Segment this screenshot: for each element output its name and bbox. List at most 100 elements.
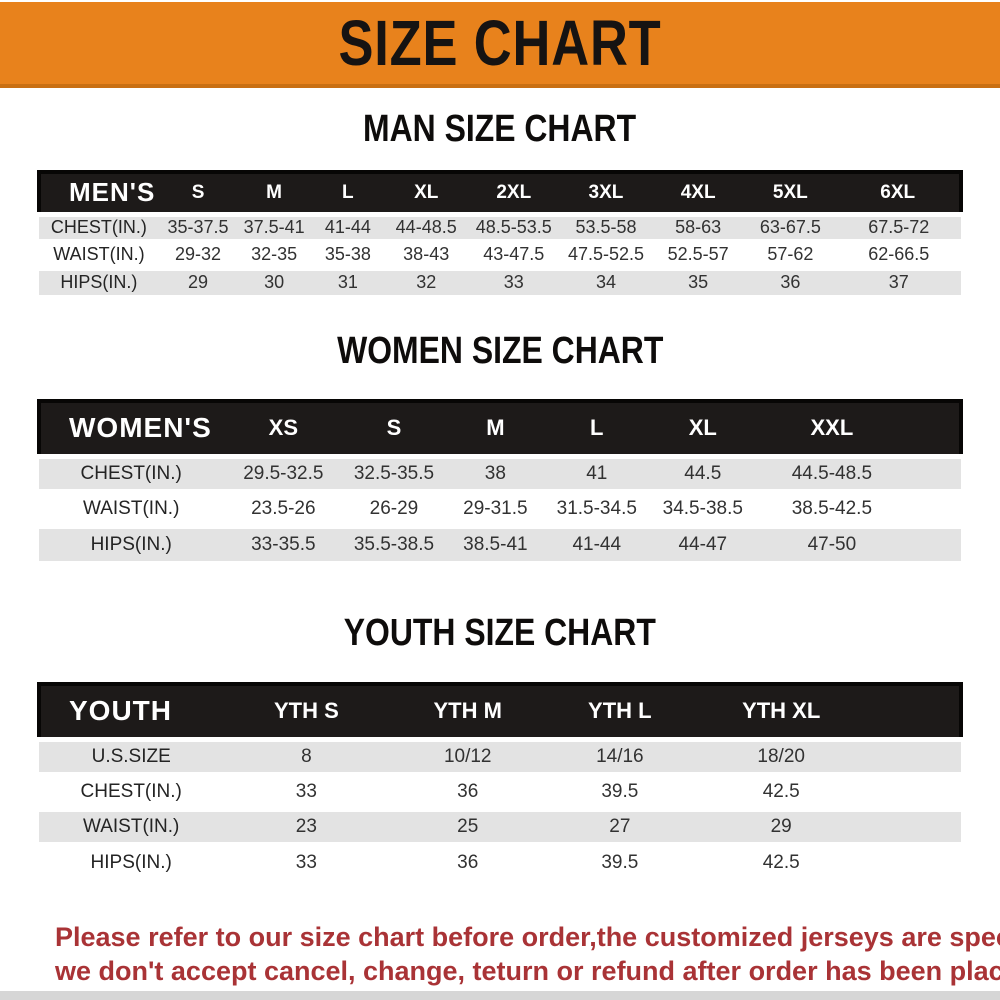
youth-header-cell: YTH L bbox=[546, 682, 694, 741]
size-value-cell: 36 bbox=[744, 265, 837, 295]
size-value-cell: 33 bbox=[223, 841, 390, 879]
women-header-cell: WOMEN'S bbox=[36, 399, 224, 458]
filler-cell bbox=[905, 523, 961, 561]
men-hips-row: HIPS(IN.) 29 30 31 32 33 34 35 36 37 bbox=[39, 265, 961, 295]
size-value-cell: 30 bbox=[237, 265, 311, 295]
youth-ussize-row: U.S.SIZE 8 10/12 14/16 18/20 bbox=[39, 736, 961, 774]
men-header-cell: 6XL bbox=[836, 170, 963, 216]
row-label-cell: HIPS(IN.) bbox=[39, 841, 224, 879]
men-header-row: MEN'S S M L XL 2XL 3XL 4XL 5XL 6XL bbox=[37, 170, 963, 216]
women-chest-row: CHEST(IN.) 29.5-32.5 32.5-35.5 38 41 44.… bbox=[39, 453, 961, 491]
size-value-cell: 32-35 bbox=[237, 238, 311, 268]
size-value-cell: 33-35.5 bbox=[223, 523, 344, 561]
size-value-cell: 38.5-41 bbox=[444, 523, 547, 561]
men-header-cell: M bbox=[237, 170, 311, 216]
size-value-cell: 38.5-42.5 bbox=[758, 488, 906, 526]
footnote-line: we don't accept cancel, change, teturn o… bbox=[55, 956, 1000, 986]
youth-size-table: YOUTH YTH S YTH M YTH L YTH XL U.S.SIZE … bbox=[36, 682, 964, 879]
size-value-cell: 53.5-58 bbox=[559, 211, 653, 241]
size-value-cell: 26-29 bbox=[343, 488, 445, 526]
size-value-cell: 37 bbox=[836, 265, 961, 295]
men-size-table: MEN'S S M L XL 2XL 3XL 4XL 5XL 6XL CHEST… bbox=[37, 170, 963, 295]
size-chart-banner: SIZE CHART bbox=[0, 2, 1000, 88]
size-value-cell: 29-32 bbox=[158, 238, 238, 268]
filler-cell bbox=[868, 736, 961, 774]
men-header-cell: MEN'S bbox=[37, 170, 159, 216]
size-value-cell: 14/16 bbox=[546, 736, 694, 774]
size-value-cell: 67.5-72 bbox=[836, 211, 961, 241]
men-header-cell: 5XL bbox=[744, 170, 837, 216]
size-value-cell: 32 bbox=[384, 265, 468, 295]
bottom-strip bbox=[0, 991, 1000, 1000]
size-value-cell: 25 bbox=[389, 806, 547, 844]
size-value-cell: 33 bbox=[223, 771, 390, 809]
size-value-cell: 23 bbox=[223, 806, 390, 844]
size-value-cell: 42.5 bbox=[693, 771, 869, 809]
row-label-cell: WAIST(IN.) bbox=[39, 488, 224, 526]
youth-hips-row: HIPS(IN.) 33 36 39.5 42.5 bbox=[39, 841, 961, 879]
size-value-cell: 35.5-38.5 bbox=[343, 523, 445, 561]
youth-chest-row: CHEST(IN.) 33 36 39.5 42.5 bbox=[39, 771, 961, 809]
youth-header-cell: YTH M bbox=[389, 682, 547, 741]
youth-section-heading: YOUTH SIZE CHART bbox=[0, 612, 1000, 655]
size-value-cell: 52.5-57 bbox=[652, 238, 745, 268]
women-section-heading-text: WOMEN SIZE CHART bbox=[336, 330, 664, 372]
women-header-cell: XXL bbox=[758, 399, 906, 458]
size-value-cell: 41 bbox=[546, 453, 648, 491]
size-value-cell: 34 bbox=[559, 265, 653, 295]
size-value-cell: 36 bbox=[389, 841, 547, 879]
size-value-cell: 31.5-34.5 bbox=[546, 488, 648, 526]
women-header-filler bbox=[905, 399, 964, 458]
women-header-row: WOMEN'S XS S M L XL XXL bbox=[36, 399, 964, 458]
men-header-cell: S bbox=[158, 170, 238, 216]
row-label-cell: CHEST(IN.) bbox=[39, 453, 224, 491]
youth-header-row: YOUTH YTH S YTH M YTH L YTH XL bbox=[36, 682, 964, 741]
size-value-cell: 38-43 bbox=[384, 238, 468, 268]
order-policy-note: Please refer to our size chart before or… bbox=[55, 920, 1000, 988]
men-header-cell: L bbox=[310, 170, 385, 216]
size-value-cell: 35-37.5 bbox=[158, 211, 238, 241]
men-header-cell: 2XL bbox=[467, 170, 560, 216]
row-label-cell: HIPS(IN.) bbox=[39, 523, 224, 561]
filler-cell bbox=[905, 488, 961, 526]
size-value-cell: 41-44 bbox=[310, 211, 385, 241]
women-header-cell: M bbox=[444, 399, 547, 458]
row-label-cell: WAIST(IN.) bbox=[39, 806, 224, 844]
size-value-cell: 48.5-53.5 bbox=[467, 211, 560, 241]
size-value-cell: 44-48.5 bbox=[384, 211, 468, 241]
size-value-cell: 32.5-35.5 bbox=[343, 453, 445, 491]
banner-title: SIZE CHART bbox=[338, 7, 662, 79]
size-value-cell: 47-50 bbox=[758, 523, 906, 561]
size-value-cell: 44.5-48.5 bbox=[758, 453, 906, 491]
size-value-cell: 34.5-38.5 bbox=[647, 488, 759, 526]
youth-section-heading-text: YOUTH SIZE CHART bbox=[343, 612, 657, 654]
man-section-heading: MAN SIZE CHART bbox=[0, 108, 1000, 151]
size-value-cell: 58-63 bbox=[652, 211, 745, 241]
men-header-cell: XL bbox=[384, 170, 468, 216]
women-header-cell: XL bbox=[647, 399, 759, 458]
size-value-cell: 43-47.5 bbox=[467, 238, 560, 268]
youth-waist-row: WAIST(IN.) 23 25 27 29 bbox=[39, 806, 961, 844]
row-label-cell: WAIST(IN.) bbox=[39, 238, 159, 268]
man-section-heading-text: MAN SIZE CHART bbox=[363, 108, 637, 150]
filler-cell bbox=[905, 453, 961, 491]
size-value-cell: 31 bbox=[310, 265, 385, 295]
size-value-cell: 23.5-26 bbox=[223, 488, 344, 526]
youth-header-cell: YTH S bbox=[223, 682, 390, 741]
men-header-cell: 3XL bbox=[559, 170, 653, 216]
youth-header-cell: YOUTH bbox=[36, 682, 224, 741]
size-value-cell: 29 bbox=[158, 265, 238, 295]
size-value-cell: 10/12 bbox=[389, 736, 547, 774]
row-label-cell: CHEST(IN.) bbox=[39, 211, 159, 241]
women-header-cell: XS bbox=[223, 399, 344, 458]
row-label-cell: HIPS(IN.) bbox=[39, 265, 159, 295]
women-waist-row: WAIST(IN.) 23.5-26 26-29 29-31.5 31.5-34… bbox=[39, 488, 961, 526]
women-header-cell: L bbox=[546, 399, 648, 458]
footnote-line: Please refer to our size chart before or… bbox=[55, 922, 1000, 952]
size-value-cell: 62-66.5 bbox=[836, 238, 961, 268]
size-value-cell: 29.5-32.5 bbox=[223, 453, 344, 491]
size-value-cell: 44-47 bbox=[647, 523, 759, 561]
size-value-cell: 37.5-41 bbox=[237, 211, 311, 241]
filler-cell bbox=[868, 806, 961, 844]
filler-cell bbox=[868, 841, 961, 879]
